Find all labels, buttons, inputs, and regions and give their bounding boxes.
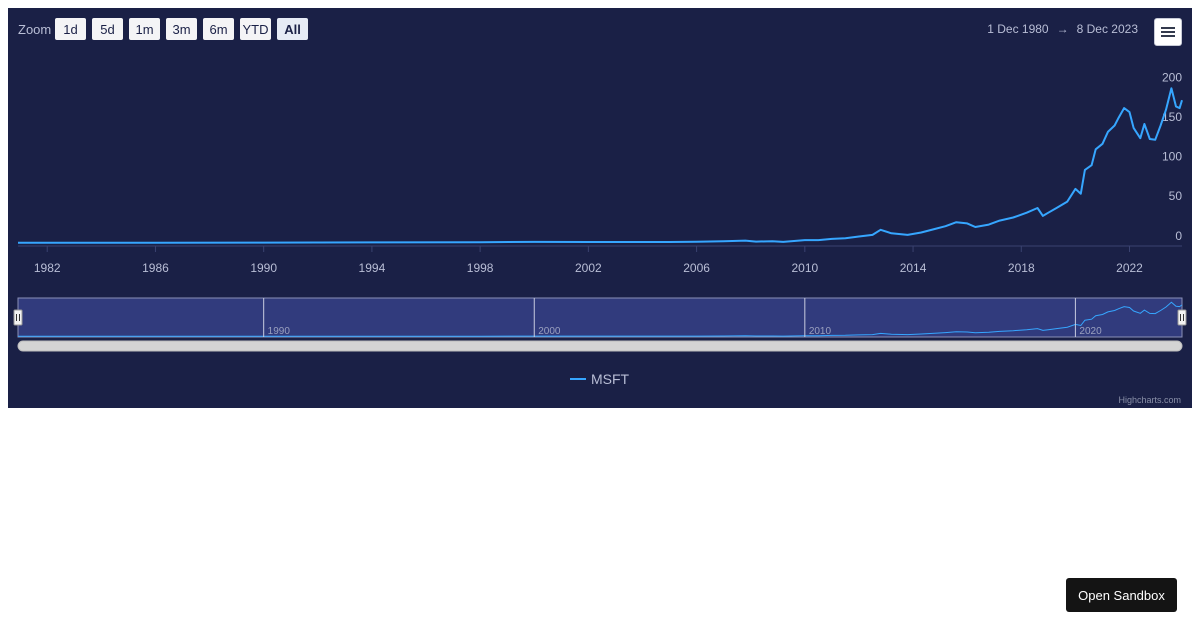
y-tick-label: 100 xyxy=(1162,150,1182,164)
x-tick-label: 2022 xyxy=(1116,261,1143,275)
x-tick-label: 1994 xyxy=(359,261,386,275)
zoom-1d-button[interactable]: 1d xyxy=(55,18,86,40)
handle-body xyxy=(13,309,23,326)
y-tick-label: 50 xyxy=(1169,189,1183,203)
date-range-arrow: → xyxy=(1056,22,1069,36)
x-tick-label: 1982 xyxy=(34,261,61,275)
x-tick-label: 2010 xyxy=(791,261,818,275)
legend-item-msft[interactable]: MSFT xyxy=(570,371,629,387)
navigator-tick-label: 2020 xyxy=(1079,326,1102,337)
date-range-to[interactable]: 8 Dec 2023 xyxy=(1076,22,1138,36)
open-sandbox-button[interactable]: Open Sandbox xyxy=(1066,578,1177,612)
x-tick-label: 2006 xyxy=(683,261,710,275)
zoom-5d-button[interactable]: 5d xyxy=(92,18,123,40)
legend-swatch xyxy=(570,378,586,380)
navigator-tick-label: 2000 xyxy=(538,326,561,337)
x-tick-label: 1998 xyxy=(467,261,494,275)
x-tick-label: 2002 xyxy=(575,261,602,275)
legend-label: MSFT xyxy=(591,371,630,387)
date-range: 1 Dec 1980 → 8 Dec 2023 xyxy=(987,22,1138,36)
y-tick-label: 150 xyxy=(1162,110,1182,124)
zoom-1m-button[interactable]: 1m xyxy=(129,18,160,40)
x-tick-label: 1986 xyxy=(142,261,169,275)
navigator-right-handle[interactable] xyxy=(1177,309,1187,326)
chart-svg: 1982 1986 1990 1994 1998 2002 2006 2010 2014 2018… xyxy=(13,70,1187,352)
zoom-6m-button[interactable]: 6m xyxy=(203,18,234,40)
x-tick-label: 2014 xyxy=(900,261,927,275)
x-tick-label: 1990 xyxy=(250,261,277,275)
y-tick-label: 0 xyxy=(1175,229,1182,243)
zoom-ytd-button[interactable]: YTD xyxy=(240,18,271,40)
date-range-from[interactable]: 1 Dec 1980 xyxy=(987,22,1049,36)
scrollbar-thumb[interactable] xyxy=(17,340,1183,352)
navigator-mask xyxy=(17,297,1183,338)
handle-body xyxy=(1177,309,1187,326)
chart-container: 1982 1986 1990 1994 1998 2002 2006 2010 2014 2018… xyxy=(8,8,1192,408)
zoom-3m-button[interactable]: 3m xyxy=(166,18,197,40)
navigator-tick-label: 1990 xyxy=(268,326,291,337)
hamburger-menu-icon[interactable] xyxy=(1154,18,1182,46)
navigator-series-line xyxy=(18,301,1183,337)
msft-series-line xyxy=(18,87,1183,244)
x-tick-label: 2018 xyxy=(1008,261,1035,275)
navigator-left-handle[interactable] xyxy=(13,309,23,326)
navigator-tick-label: 2010 xyxy=(809,326,832,337)
zoom-all-button[interactable]: All xyxy=(277,18,308,40)
y-tick-label: 200 xyxy=(1162,70,1182,84)
credits-link[interactable]: Highcharts.com xyxy=(1118,395,1181,405)
zoom-label: Zoom xyxy=(18,22,52,37)
